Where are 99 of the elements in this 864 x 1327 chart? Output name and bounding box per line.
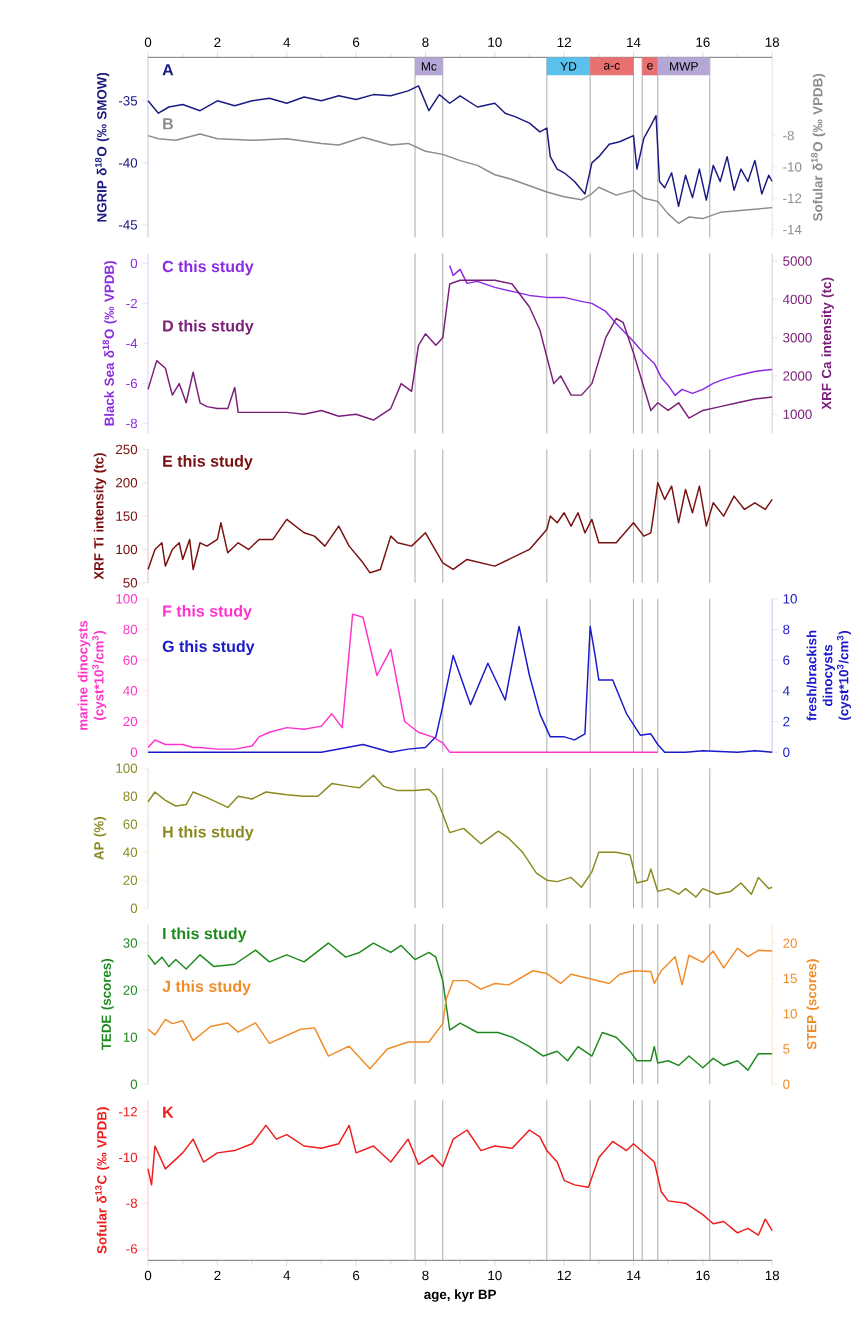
x-tick-label: 14	[627, 1270, 641, 1280]
y-axis-title: Sofular δ$^{13}$C (‰ VPDB)	[94, 1107, 110, 1254]
y-tick-label: 100	[116, 763, 137, 773]
y-tick-label: 30	[123, 938, 138, 948]
x-tick-label: 6	[352, 1270, 360, 1281]
y2-tick-label: -12	[783, 193, 802, 203]
y-tick-label: -6	[126, 378, 137, 389]
x-tick-label: 10	[488, 1270, 502, 1281]
x-tick-label: 8	[422, 1270, 429, 1281]
band-label: MWP	[669, 62, 698, 71]
y-tick-label: -4	[126, 338, 138, 348]
y-tick-label: 150	[116, 511, 137, 521]
y-tick-label: 0	[130, 903, 138, 913]
text: F this study	[163, 605, 252, 620]
y-tick-label: 40	[123, 686, 138, 696]
y2-axis-title: Sofular δ$^{18}$O (‰ VPDB)	[810, 73, 826, 222]
y2-axis-title: STEP (scores)	[806, 959, 819, 1050]
y-tick-label: -12	[118, 1107, 137, 1117]
y-axis-title: NGRIP δ$^{18}$O (‰ SMOW)	[94, 72, 110, 222]
x-tick-label: 2	[214, 1270, 221, 1281]
y-tick-label: -10	[118, 1152, 138, 1163]
y-tick-label: 100	[116, 544, 137, 555]
band-label: Mc	[421, 62, 437, 71]
y2-tick-label: 6	[783, 655, 790, 665]
y-tick-label: 100	[116, 594, 137, 604]
y-tick-label: 250	[115, 444, 137, 455]
x-tick-label: 16	[696, 37, 710, 47]
y2-tick-label: -14	[783, 224, 802, 235]
x-tick-label: 0	[144, 1270, 152, 1281]
y-tick-label: 60	[123, 819, 138, 829]
y-tick-label: 20	[123, 985, 138, 995]
y-tick-label: -2	[126, 298, 137, 309]
y-tick-label: -8	[126, 1198, 137, 1208]
y2-tick-label: 10	[783, 1009, 797, 1019]
y-tick-label: -40	[118, 158, 138, 168]
y2-tick-label: 5	[783, 1044, 790, 1054]
x-tick-label: 12	[557, 1270, 571, 1281]
x-tick-label: 18	[765, 1270, 779, 1281]
y2-tick-label: 15	[783, 973, 797, 984]
series-label: I this study	[163, 927, 247, 943]
band-label: e	[647, 63, 653, 70]
series-label: H this study	[163, 825, 254, 841]
y-tick-label: 0	[130, 1079, 138, 1089]
y-tick-label: 0	[130, 258, 138, 269]
y2-tick-label: 4000	[782, 294, 812, 305]
x-tick-label: 14	[627, 37, 641, 47]
y2-tick-label: 0	[783, 1079, 790, 1089]
y2-tick-label: 0	[783, 747, 790, 757]
series-label: J this study	[162, 980, 251, 996]
y-tick-label: -8	[126, 418, 137, 429]
series-label: K	[163, 1106, 174, 1118]
y-axis-title: AP (%)	[93, 817, 107, 860]
band-label: a-c	[603, 63, 620, 70]
series-label: B	[163, 118, 173, 130]
x-tick-label: 2	[214, 37, 221, 47]
x-tick-label: 8	[422, 37, 429, 47]
y2-tick-label: 5000	[783, 256, 812, 266]
text: E this study	[163, 455, 253, 470]
y2-tick-label: 2	[783, 716, 790, 727]
y-tick-label: 60	[123, 655, 138, 665]
text: G this study	[162, 640, 255, 656]
y-axis-title: TEDE (scores)	[101, 958, 114, 1051]
y-tick-label: -6	[126, 1244, 137, 1254]
y-tick-label: 200	[115, 478, 137, 488]
y2-tick-label: 2000	[783, 371, 812, 381]
y-axis-title: XRF Ti intensity (tc)	[93, 453, 107, 580]
y-tick-label: -35	[118, 96, 137, 106]
y-tick-label: 0	[130, 747, 138, 757]
x-tick-label: 4	[283, 1270, 290, 1280]
x-tick-label: 4	[283, 37, 290, 47]
y-tick-label: 20	[123, 716, 138, 727]
series-label: D this study	[163, 319, 254, 335]
x-tick-label: 10	[488, 37, 502, 47]
y-tick-label: 80	[123, 791, 138, 801]
series-label: A	[162, 64, 174, 76]
y2-tick-label: -10	[783, 162, 802, 172]
y2-tick-label: 3000	[783, 332, 812, 343]
y2-tick-label: 1000	[783, 409, 812, 419]
x-tick-label: 18	[765, 37, 779, 47]
x-tick-label: 0	[144, 37, 152, 47]
y2-tick-label: 8	[783, 624, 790, 635]
y2-tick-label: 4	[782, 686, 790, 696]
text: C this study	[162, 260, 254, 276]
y2-tick-label: 20	[783, 938, 797, 948]
y2-axis-title: XRF Ca intensity (tc)	[821, 277, 834, 410]
y-tick-label: 40	[123, 847, 138, 857]
band-label: YD	[560, 62, 577, 71]
y2-tick-label: -8	[783, 130, 794, 141]
x-axis-title: age, kyr BP	[424, 1289, 496, 1302]
y-tick-label: 80	[123, 624, 138, 635]
y-tick-label: 20	[123, 875, 138, 885]
x-tick-label: 6	[352, 37, 360, 47]
y-tick-label: 50	[123, 578, 138, 588]
y-tick-label: -45	[118, 220, 137, 230]
x-tick-label: 16	[696, 1270, 710, 1281]
x-tick-label: 12	[557, 37, 571, 47]
y-axis-title: Black Sea δ$^{18}$O (‰ VPDB)	[102, 261, 117, 426]
y2-tick-label: 10	[783, 594, 797, 604]
y-tick-label: 10	[123, 1032, 138, 1042]
